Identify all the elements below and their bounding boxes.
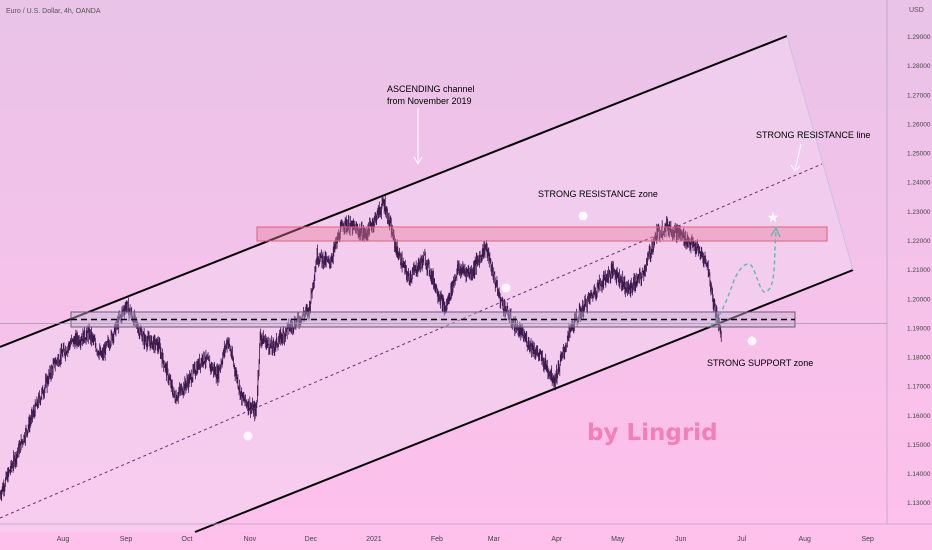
time-axis[interactable]: Aug Sep Oct Nov Dec 2021 Feb Mar Apr May Jun Jul Aug… [57, 536, 874, 543]
price-tick-label: 1.18000 [907, 355, 931, 362]
price-tick-label: 1.23000 [907, 209, 931, 216]
time-tick-label: Aug [798, 536, 811, 543]
time-tick-label: Feb [431, 536, 443, 543]
price-tick-label: 1.17000 [907, 384, 931, 391]
time-tick-label: 2021 [366, 536, 382, 543]
channel-upper-line[interactable] [0, 35, 788, 348]
time-tick-label: Aug [57, 536, 70, 543]
marks-layer [0, 195, 722, 502]
price-tick-label: 1.27000 [907, 92, 931, 99]
label-resistance-zone: STRONG RESISTANCE zone [538, 189, 658, 199]
channel-lower-line[interactable] [194, 269, 854, 533]
annotation-arrow-channel-head [413, 156, 423, 166]
price-tick-label: 1.13000 [907, 500, 931, 507]
price-tick-label: 1.28000 [907, 63, 931, 70]
target-star-icon: ★ [767, 210, 780, 226]
time-tick-label: Jun [675, 536, 686, 543]
label-support-zone: STRONG SUPPORT zone [707, 358, 813, 368]
price-tick-label: 1.16000 [907, 413, 931, 420]
price-tick-label: 1.29000 [907, 34, 931, 41]
label-from-november: from November 2019 [387, 96, 472, 106]
time-tick-label: Sep [861, 536, 874, 543]
price-axis[interactable]: 1.29000 1.28000 1.27000 1.26000 1.25000 1.240… [907, 34, 931, 507]
time-tick-label: Nov [244, 536, 257, 543]
price-tick-label: 1.25000 [907, 151, 931, 158]
label-resistance-line: STRONG RESISTANCE line [756, 130, 870, 140]
time-tick-label: Apr [551, 536, 563, 543]
watermark-by-lingrid: by Lingrid [587, 420, 718, 446]
label-ascending-channel: ASCENDING channel [387, 84, 475, 94]
marker-up-november [243, 431, 253, 441]
projection-path [709, 231, 777, 327]
price-tick-label: 1.21000 [907, 267, 931, 274]
annotation-arrow-resistance-line-head [790, 164, 801, 172]
resistance-zone[interactable] [256, 226, 828, 242]
time-tick-label: Dec [305, 536, 318, 543]
price-tick-label: 1.14000 [907, 471, 931, 478]
time-tick-label: May [611, 536, 625, 543]
projection-arrow-head [770, 226, 781, 238]
price-tick-label: 1.26000 [907, 122, 931, 129]
time-tick-label: Jul [737, 536, 746, 543]
channel-right-edge [786, 35, 854, 271]
price-tick-label: 1.19000 [907, 325, 931, 332]
price-axis-currency: USD [909, 7, 924, 14]
marker-down-march [501, 283, 511, 293]
price-tick-label: 1.24000 [907, 180, 931, 187]
channel-fill [0, 36, 853, 532]
price-tick-label: 1.22000 [907, 238, 931, 245]
marker-up-support [747, 336, 757, 346]
time-tick-label: Oct [182, 536, 193, 543]
price-tick-label: 1.20000 [907, 296, 931, 303]
price-tick-label: 1.15000 [907, 442, 931, 449]
resistance-dotted-line[interactable] [0, 163, 823, 519]
time-tick-label: Mar [488, 536, 501, 543]
symbol-header: Euro / U.S. Dollar, 4h, OANDA [6, 8, 101, 15]
time-tick-label: Sep [120, 536, 133, 543]
annotation-arrow-resistance-line [794, 143, 802, 171]
marker-down-resistance [578, 211, 588, 221]
